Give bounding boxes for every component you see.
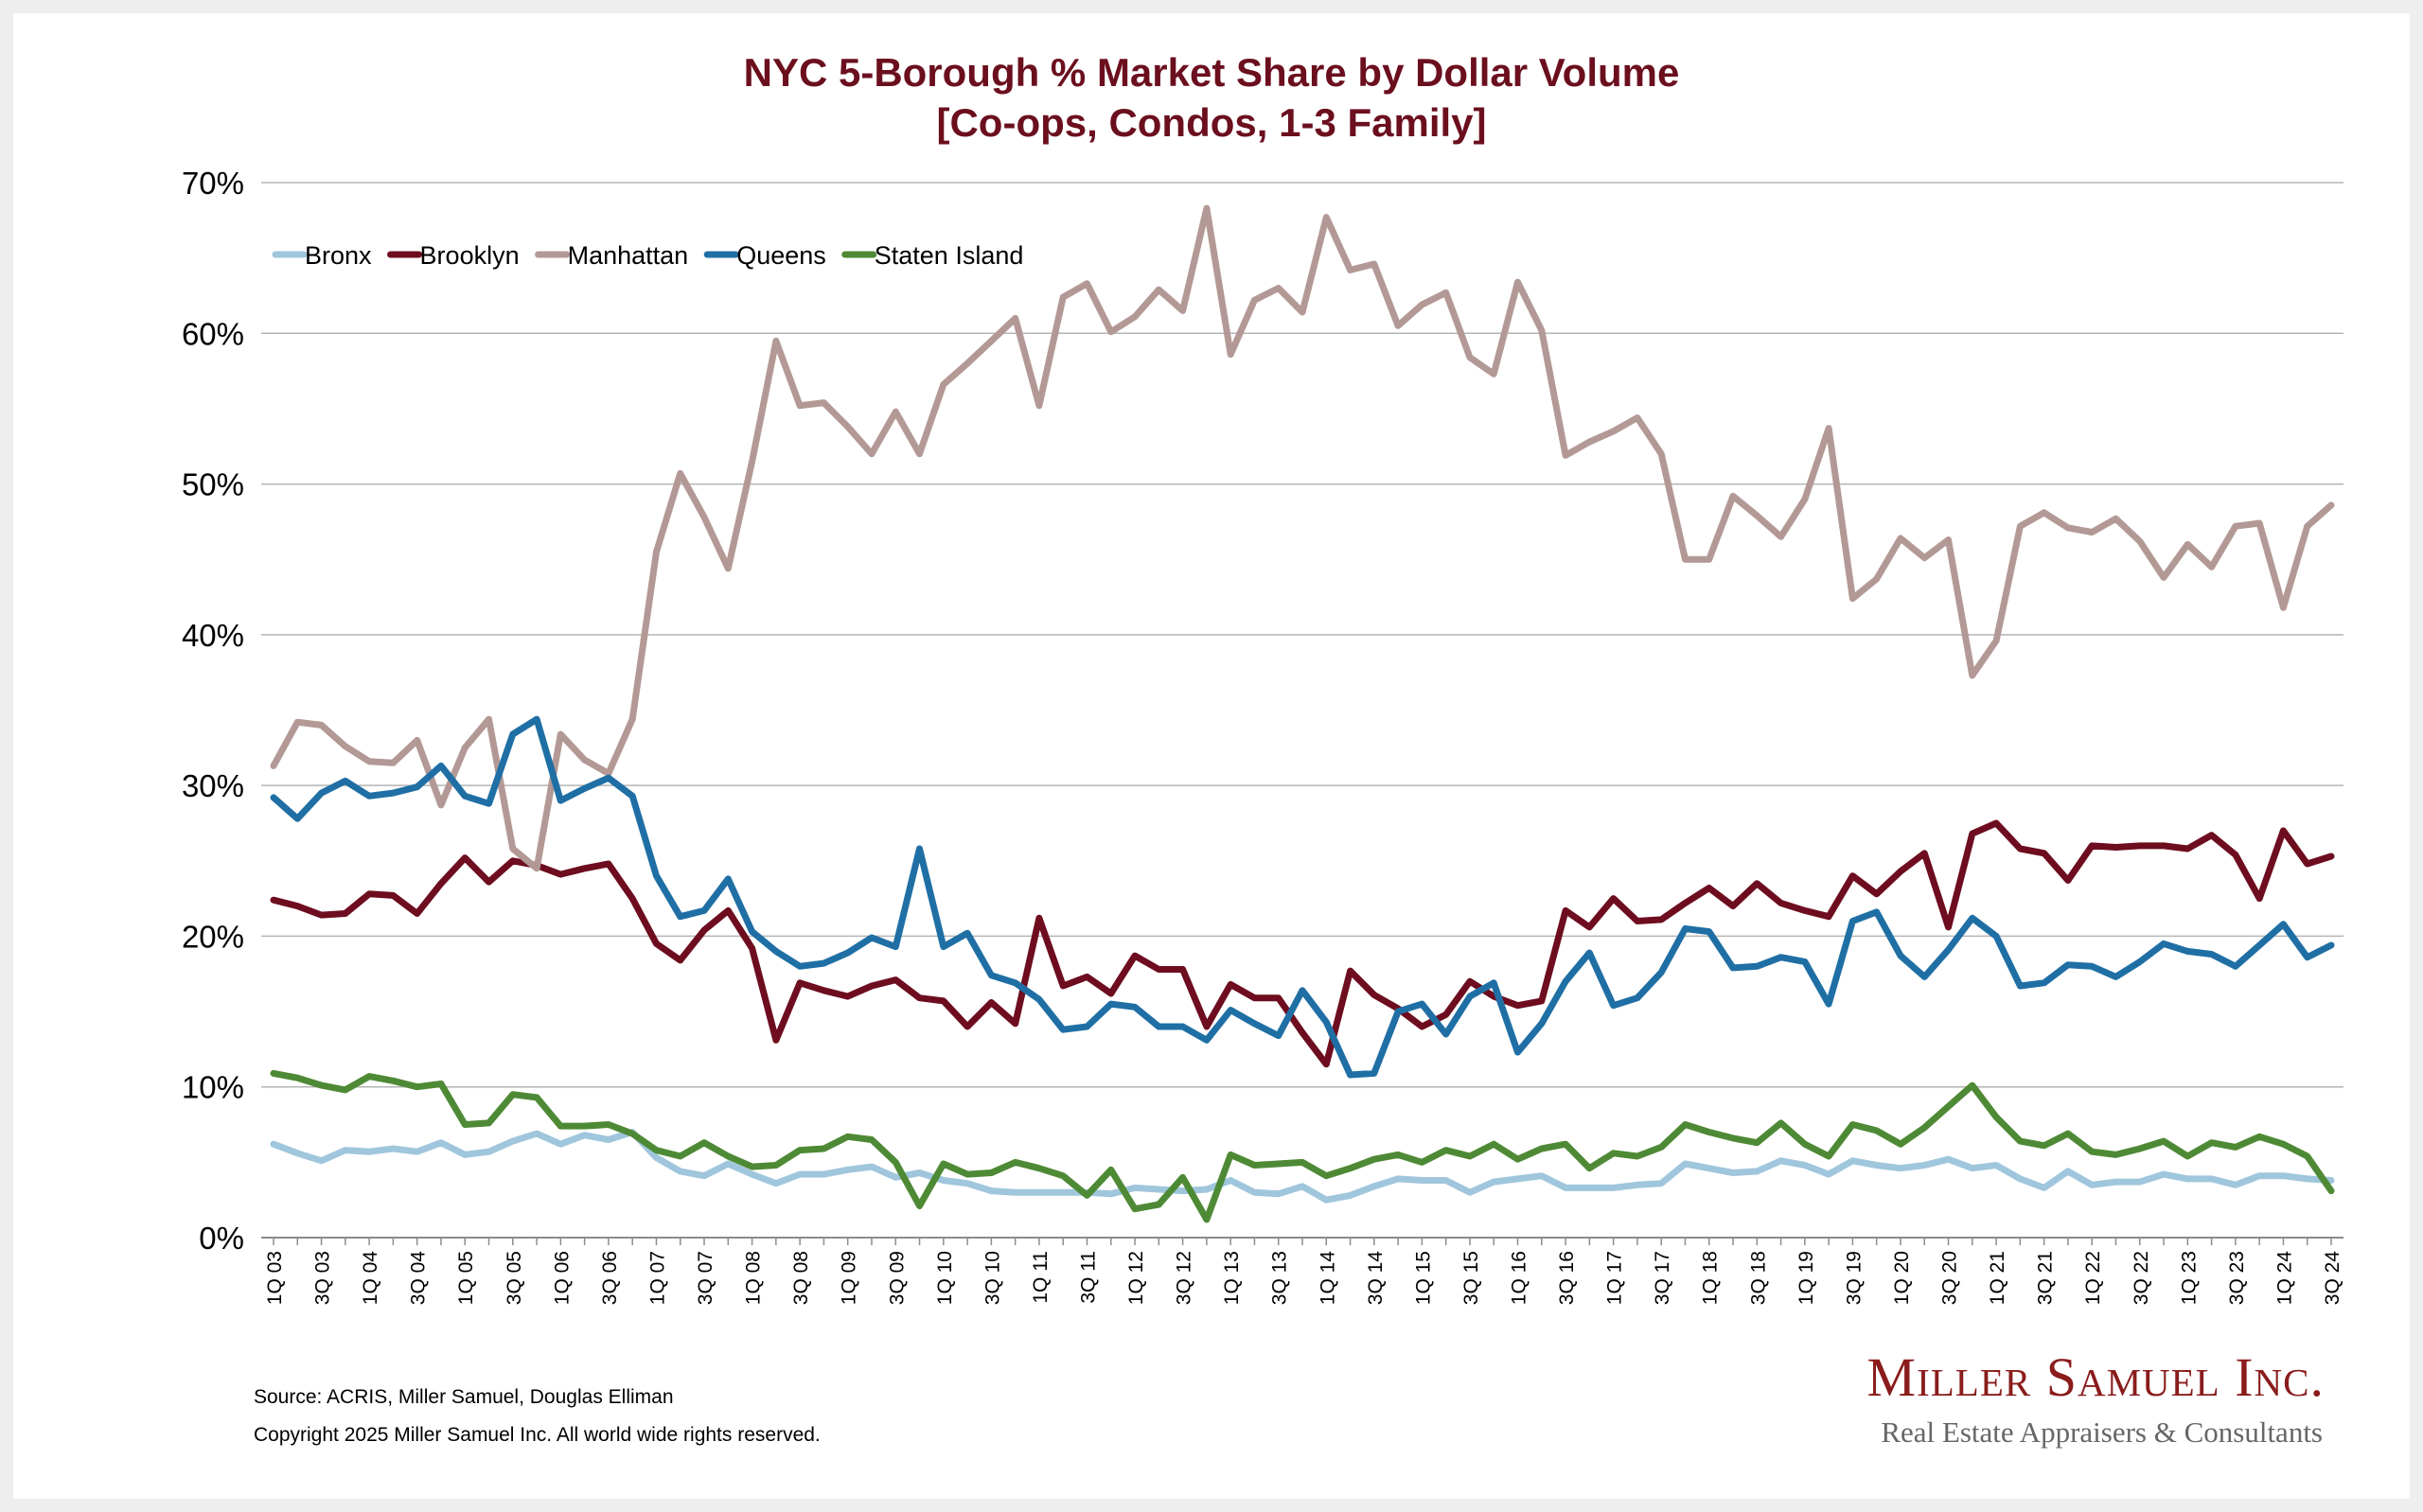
y-tick-label: 50% [182,467,244,502]
x-tick-label: 3Q 06 [599,1251,621,1305]
y-tick-label: 0% [199,1221,244,1256]
legend-label-brooklyn: Brooklyn [420,241,520,270]
x-tick-label: 3Q 13 [1269,1251,1291,1305]
x-tick-label: 1Q 18 [1700,1251,1722,1305]
chart-frame: NYC 5-Borough % Market Share by Dollar V… [13,13,2410,1499]
legend-label-queens: Queens [736,241,826,270]
y-tick-label: 10% [182,1070,244,1105]
y-tick-label: 70% [182,166,244,201]
x-tick-label: 3Q 07 [695,1251,716,1305]
x-axis: 1Q 03 3Q 03 1Q 04 3Q 04 1Q 05 3Q 05 1Q 06 3Q 06… [261,1237,2343,1306]
y-tick-label: 30% [182,768,244,803]
chart: NYC 5-Borough % Market Share by Dollar V… [182,50,2343,1449]
x-tick-label: 3Q 03 [312,1251,334,1305]
legend-label-staten-island: Staten Island [875,241,1024,270]
x-tick-label: 3Q 14 [1365,1251,1387,1306]
x-tick-label: 1Q 20 [1891,1251,1913,1305]
x-tick-label: 1Q 04 [360,1251,381,1306]
series-line-bronx [270,1129,2335,1204]
x-tick-label: 3Q 15 [1460,1251,1482,1305]
x-tick-label: 3Q 12 [1174,1251,1195,1305]
series-line-manhattan [270,204,2335,872]
source-note: Source: ACRIS, Miller Samuel, Douglas El… [254,1386,674,1408]
x-tick-label: 3Q 21 [2035,1251,2057,1305]
copyright-note: Copyright 2025 Miller Samuel Inc. All wo… [254,1424,821,1446]
x-tick-label: 1Q 15 [1412,1251,1434,1305]
chart-title-line-1: NYC 5-Borough % Market Share by Dollar V… [744,50,1680,95]
legend: Bronx Brooklyn Manhattan Queens Staten Islan… [272,241,1024,270]
x-tick-label: 3Q 04 [408,1251,430,1306]
series-line-staten-island [270,1069,2335,1223]
x-tick-label: 1Q 12 [1125,1251,1147,1305]
chart-title-line-2: [Co-ops, Condos, 1-3 Family] [936,100,1486,145]
x-tick-label: 1Q 14 [1317,1251,1338,1306]
x-tick-label: 3Q 05 [504,1251,525,1305]
x-tick-label: 3Q 11 [1077,1251,1099,1304]
x-tick-label: 1Q 03 [264,1251,286,1305]
x-tick-label: 1Q 10 [934,1251,956,1305]
x-tick-label: 3Q 17 [1652,1251,1673,1305]
x-tick-label: 1Q 19 [1795,1251,1817,1305]
x-tick-label: 1Q 23 [2178,1251,2200,1305]
x-tick-label: 3Q 08 [790,1251,812,1305]
x-tick-label: 1Q 24 [2273,1251,2295,1306]
series-lines [270,204,2335,1223]
x-tick-label: 3Q 18 [1747,1251,1769,1305]
x-tick-label: 3Q 16 [1556,1251,1578,1305]
x-tick-label: 3Q 19 [1843,1251,1865,1305]
x-tick-label: 1Q 06 [551,1251,573,1305]
x-tick-label: 1Q 08 [743,1251,765,1305]
x-tick-label: 1Q 17 [1604,1251,1626,1305]
x-tick-label: 1Q 13 [1221,1251,1243,1305]
x-tick-label: 3Q 10 [982,1251,1003,1305]
x-tick-label: 1Q 16 [1509,1251,1530,1305]
y-tick-label: 20% [182,919,244,954]
legend-label-bronx: Bronx [305,241,372,270]
x-tick-label: 3Q 20 [1939,1251,1961,1305]
x-tick-label: 1Q 05 [455,1251,477,1305]
legend-label-manhattan: Manhattan [568,241,689,270]
x-tick-label: 1Q 21 [1987,1251,2008,1305]
x-tick-label: 1Q 11 [1030,1251,1052,1304]
series-line-queens [270,715,2335,1079]
gridlines [261,182,2343,1239]
x-tick-label: 3Q 22 [2131,1251,2152,1305]
x-tick-label: 1Q 07 [646,1251,668,1305]
x-tick-label: 1Q 22 [2082,1251,2104,1305]
series-line-brooklyn [270,819,2335,1068]
y-tick-label: 40% [182,618,244,653]
x-tick-label: 1Q 09 [839,1251,860,1305]
brand-tagline: Real Estate Appraisers & Consultants [1881,1415,2323,1449]
x-tick-label: 3Q 09 [886,1251,908,1305]
x-tick-label: 3Q 23 [2226,1251,2248,1305]
x-tick-label: 3Q 24 [2322,1251,2343,1306]
y-tick-label: 60% [182,316,244,351]
brand-name: Miller Samuel Inc. [1867,1346,2326,1408]
y-axis-ticks: 0% 10% 20% 30% 40% 50% 60% 70% [182,166,244,1256]
